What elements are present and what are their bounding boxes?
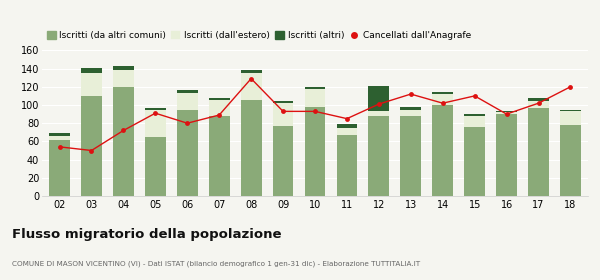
Legend: Iscritti (da altri comuni), Iscritti (dall'estero), Iscritti (altri), Cancellati: Iscritti (da altri comuni), Iscritti (da… [47,31,471,40]
Bar [49,133,70,136]
Bar [305,88,325,107]
Bar [528,98,549,101]
Bar [305,87,325,88]
Bar [145,108,166,109]
Bar [560,109,581,111]
Bar [113,87,134,196]
Bar [49,136,70,139]
Bar [464,127,485,196]
Bar [433,92,453,94]
Bar [368,116,389,196]
Bar [400,107,421,109]
Bar [496,112,517,114]
Bar [209,98,230,100]
Bar [145,109,166,137]
Bar [272,101,293,103]
Bar [337,124,358,128]
Bar [113,70,134,87]
Bar [81,68,102,73]
Bar [113,66,134,70]
Bar [272,103,293,126]
Bar [177,109,197,196]
Bar [496,111,517,112]
Bar [241,73,262,101]
Bar [177,93,197,109]
Bar [528,108,549,196]
Bar [528,101,549,108]
Bar [305,107,325,196]
Bar [368,111,389,116]
Text: Flusso migratorio della popolazione: Flusso migratorio della popolazione [12,228,281,241]
Bar [400,116,421,196]
Bar [241,70,262,73]
Bar [81,96,102,196]
Bar [337,135,358,196]
Bar [433,105,453,196]
Bar [241,101,262,196]
Bar [337,128,358,135]
Bar [177,90,197,93]
Text: COMUNE DI MASON VICENTINO (VI) - Dati ISTAT (bilancio demografico 1 gen-31 dic) : COMUNE DI MASON VICENTINO (VI) - Dati IS… [12,260,420,267]
Bar [81,73,102,96]
Bar [464,114,485,116]
Bar [49,139,70,196]
Bar [209,100,230,116]
Bar [368,86,389,111]
Bar [560,125,581,196]
Bar [272,126,293,196]
Bar [496,114,517,196]
Bar [209,116,230,196]
Bar [433,94,453,105]
Bar [400,109,421,116]
Bar [560,111,581,125]
Bar [145,137,166,196]
Bar [464,116,485,127]
